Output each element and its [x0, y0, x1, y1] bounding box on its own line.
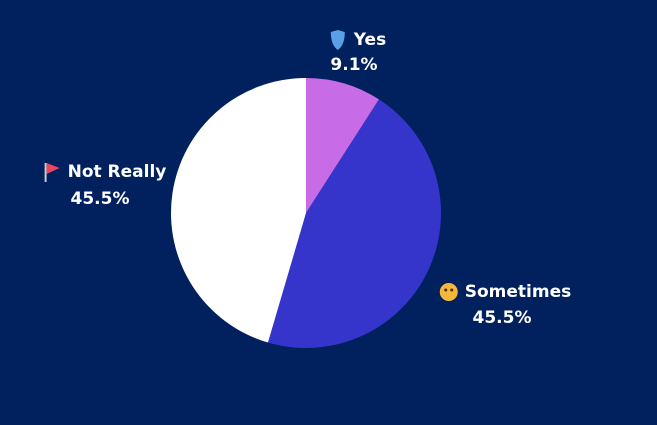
- slice-label: Not Really: [68, 162, 167, 182]
- icon-face: [439, 283, 458, 301]
- value-label: 45.5%: [71, 189, 130, 209]
- pie-slice: [267, 99, 442, 349]
- icon-eye: [444, 288, 448, 292]
- pie-slice: [306, 78, 379, 213]
- pie-slice: [170, 77, 306, 343]
- slice-label: Sometimes: [465, 282, 571, 302]
- icon-eye: [450, 288, 454, 292]
- icon-flag: [46, 163, 60, 174]
- value-label: 45.5%: [473, 308, 532, 328]
- icon-shield: [330, 30, 345, 50]
- slice-label: Yes: [353, 30, 386, 50]
- value-label: 9.1%: [330, 55, 377, 75]
